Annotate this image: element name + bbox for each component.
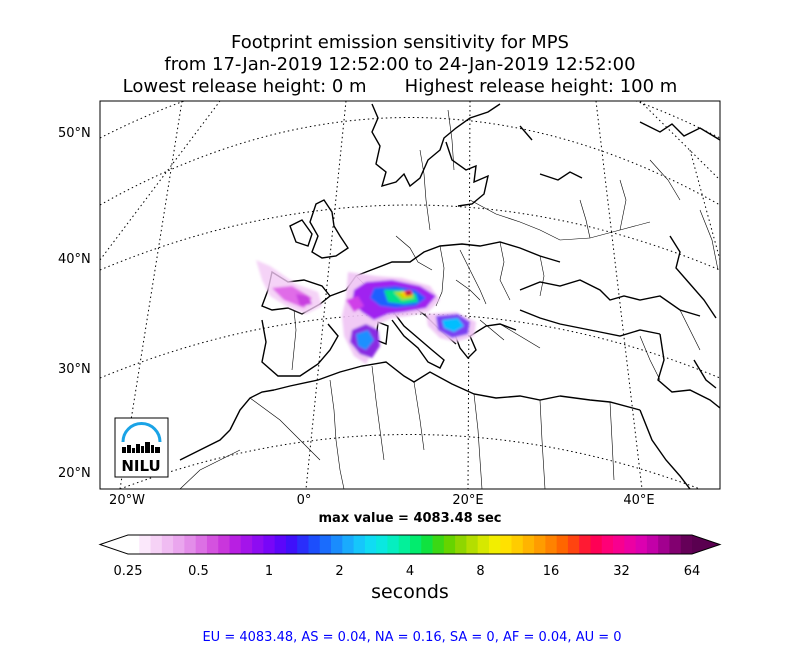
colorbar-tick-label: 32 <box>613 564 630 579</box>
colorbar-segment <box>353 535 366 554</box>
colorbar-segment <box>218 535 230 554</box>
colorbar-segment <box>567 535 580 554</box>
colorbar-segment <box>139 535 151 554</box>
colorbar-segment <box>410 535 422 554</box>
colorbar <box>98 534 722 555</box>
colorbar-segment <box>364 535 377 554</box>
lat-label-20N: 20°N <box>58 466 91 481</box>
colorbar-segment <box>398 535 411 554</box>
colorbar-segment <box>206 535 219 554</box>
coastlines <box>179 103 720 489</box>
lowest-release-height: Lowest release height: 0 m <box>122 76 367 97</box>
colorbar-segment <box>646 535 659 554</box>
colorbar-segment <box>443 535 456 554</box>
colorbar-tick-label: 8 <box>476 564 485 579</box>
colorbar-segment <box>173 535 185 554</box>
chart-title-line1: Footprint emission sensitivity for MPS <box>231 32 569 53</box>
colorbar-segment <box>534 535 546 554</box>
map-frame <box>99 100 721 490</box>
colorbar-segment <box>240 535 253 554</box>
colorbar-tick-label: 0.5 <box>188 564 209 579</box>
max-value: max value = 4083.48 sec <box>318 511 502 526</box>
chart-title-line3: Lowest release height: 0 m Highest releas… <box>0 76 800 98</box>
colorbar-segment <box>522 535 535 554</box>
colorbar-tick-label: 2 <box>335 564 344 579</box>
colorbar-segment <box>297 535 309 554</box>
colorbar-segment <box>128 535 140 554</box>
colorbar-segment <box>601 535 614 554</box>
logo-text: NILU <box>121 457 160 475</box>
colorbar-segment <box>579 535 591 554</box>
colorbar-segment <box>252 535 264 554</box>
graticule <box>100 101 720 489</box>
colorbar-segment <box>195 535 208 554</box>
region-totals: EU = 4083.48, AS = 0.04, NA = 0.16, SA =… <box>202 630 622 645</box>
colorbar-tick-label: 0.25 <box>113 564 143 579</box>
colorbar-segment <box>455 535 467 554</box>
colorbar-extend-low <box>100 535 128 554</box>
colorbar-segment <box>331 535 343 554</box>
highest-release-height: Highest release height: 100 m <box>404 76 678 97</box>
colorbar-segment <box>511 535 524 554</box>
colorbar-tick-label: 4 <box>405 564 415 579</box>
lon-label-40E: 40°E <box>623 493 655 508</box>
colorbar-segment <box>342 535 354 554</box>
colorbar-segment <box>556 535 569 554</box>
colorbar-tick-label: 16 <box>542 564 560 579</box>
colorbar-segment <box>669 535 682 554</box>
lat-label-40N: 40°N <box>58 252 91 267</box>
colorbar-segment <box>319 535 332 554</box>
lon-label-0: 0° <box>296 493 312 508</box>
lat-label-30N: 30°N <box>58 362 91 377</box>
colorbar-segment <box>488 535 501 554</box>
colorbar-segment <box>466 535 479 554</box>
lat-label-50N: 50°N <box>58 126 91 141</box>
colorbar-segment <box>680 535 693 554</box>
colorbar-segment <box>263 535 276 554</box>
colorbar-segment <box>477 535 490 554</box>
colorbar-segment <box>150 535 163 554</box>
colorbar-segment <box>161 535 174 554</box>
colorbar-segment <box>624 535 636 554</box>
colorbar-segment <box>500 535 512 554</box>
colorbar-segment <box>613 535 625 554</box>
colorbar-segment <box>274 535 287 554</box>
sensitivity-field <box>256 260 476 364</box>
chart-title-line2: from 17-Jan-2019 12:52:00 to 24-Jan-2019… <box>164 54 636 75</box>
colorbar-segment <box>376 535 388 554</box>
lon-label-20W: 20°W <box>109 493 145 508</box>
colorbar-segment <box>308 535 321 554</box>
colorbar-label: seconds <box>371 581 449 603</box>
colorbar-segment <box>545 535 558 554</box>
colorbar-extend-high <box>692 535 720 554</box>
lon-label-20E: 20°E <box>452 493 484 508</box>
colorbar-segment <box>658 535 670 554</box>
colorbar-tick-label: 64 <box>683 564 701 579</box>
colorbar-segment <box>590 535 603 554</box>
colorbar-segment <box>285 535 298 554</box>
colorbar-outline <box>98 534 722 555</box>
colorbar-segment <box>184 535 197 554</box>
colorbar-segment <box>387 535 400 554</box>
colorbar-segment <box>421 535 433 554</box>
colorbar-segment <box>635 535 648 554</box>
colorbar-segment <box>432 535 445 554</box>
colorbar-segment <box>229 535 242 554</box>
colorbar-tick-label: 1 <box>264 564 274 579</box>
nilu-logo: NILU <box>114 417 169 478</box>
